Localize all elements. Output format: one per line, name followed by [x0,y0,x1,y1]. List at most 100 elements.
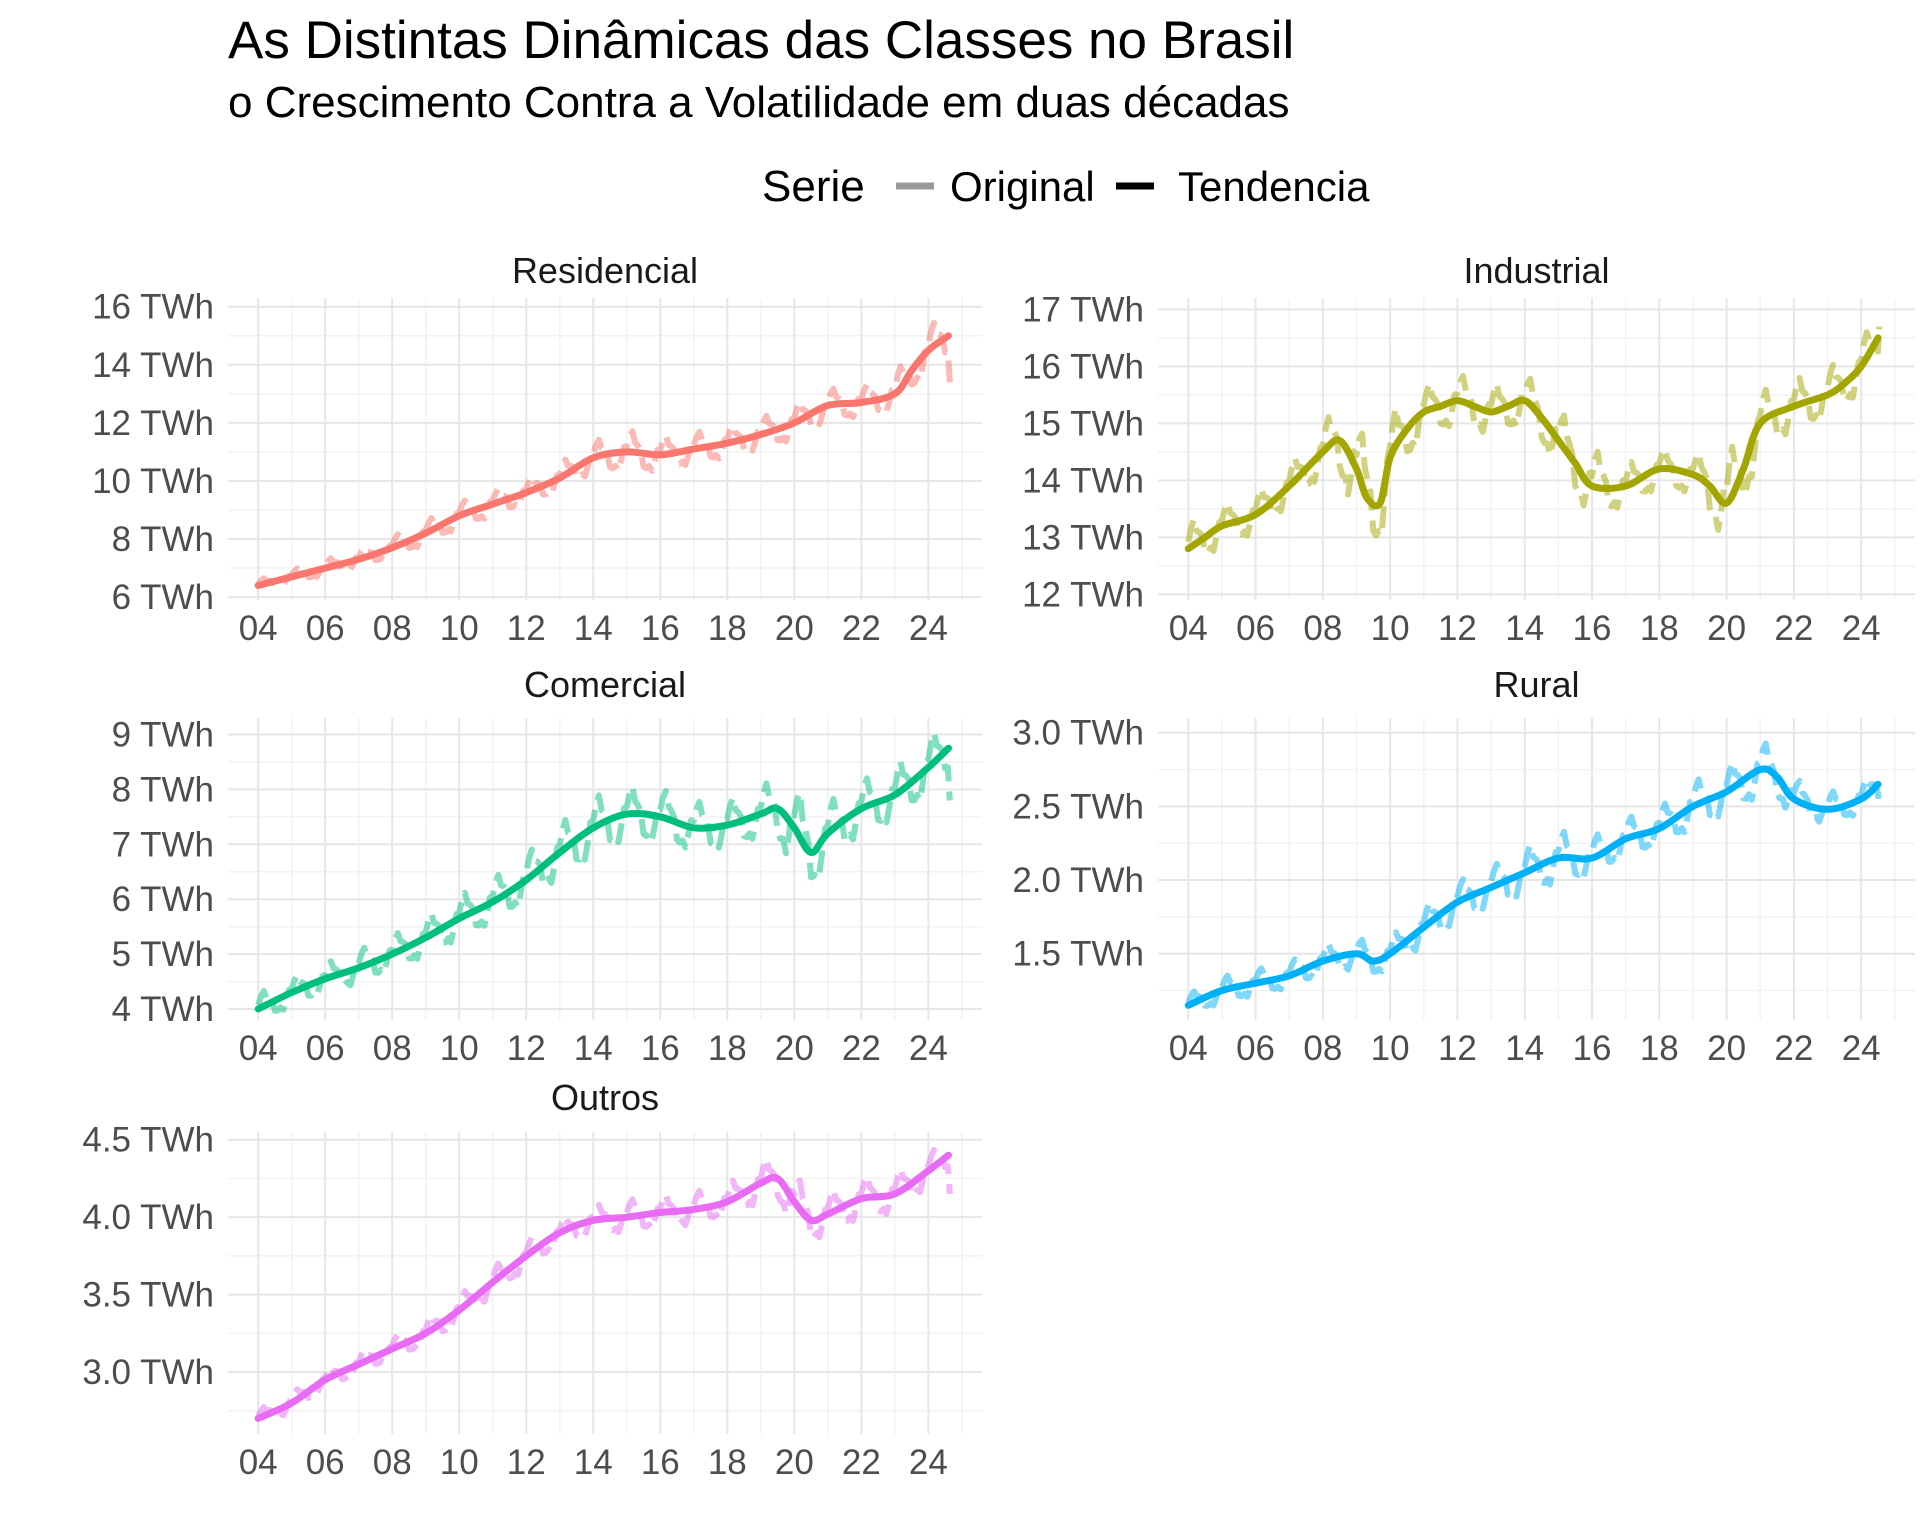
x-tick-label: 04 [239,1443,278,1482]
x-tick-label: 06 [306,1443,345,1482]
y-tick-label: 15 TWh [1022,404,1144,443]
facet-label-residencial: Residencial [512,250,698,291]
series-original-outros [255,1147,953,1420]
x-tick-label: 12 [507,1443,546,1482]
x-tick-label: 12 [1438,609,1477,648]
x-tick-label: 04 [1169,1029,1208,1068]
series-trend-industrial [1184,334,1882,553]
y-tick-label: 16 TWh [92,288,214,327]
x-tick-label: 22 [842,1443,881,1482]
x-tick-label: 14 [574,609,613,648]
legend-title: Serie [762,162,865,211]
x-tick-label: 24 [909,1443,948,1482]
facet-label-industrial: Industrial [1463,250,1609,291]
x-tick-label: 20 [1707,1029,1746,1068]
x-tick-label: 24 [1842,1029,1881,1068]
facet-label-comercial: Comercial [524,664,686,705]
x-tick-label: 18 [708,1443,747,1482]
x-tick-label: 08 [373,1443,412,1482]
x-tick-label: 20 [775,1443,814,1482]
x-tick-label: 04 [239,1029,278,1068]
y-tick-label: 14 TWh [1022,461,1144,500]
grid-outros [228,1132,982,1434]
legend-label-original: Original [950,163,1095,210]
y-tick-label: 7 TWh [112,825,214,864]
series-trend-rural [1184,765,1882,1009]
x-tick-label: 08 [1303,1029,1342,1068]
x-tick-label: 06 [1236,609,1275,648]
x-tick-label: 10 [440,1443,479,1482]
x-tick-label: 04 [239,609,278,648]
y-tick-label: 14 TWh [92,346,214,385]
y-tick-label: 4.0 TWh [82,1198,214,1237]
series-original-industrial [1185,326,1883,556]
x-tick-label: 12 [507,1029,546,1068]
x-tick-label: 06 [1236,1029,1275,1068]
legend: Serie Original Tendencia [762,162,1370,211]
y-tick-label: 2.0 TWh [1012,861,1144,900]
y-tick-label: 1.5 TWh [1012,935,1144,974]
grid-residencial [228,298,982,600]
y-tick-label: 12 TWh [1022,575,1144,614]
panel-outros: Outros 3.0 TWh 3.5 TWh 4.0 TWh 4.5 TWh 04 06 08… [82,1077,982,1482]
panel-comercial: Comercial 4 TWh 5 TWh 6 TWh 7 TWh 8 TWh 9 TWh 0… [112,664,982,1068]
x-tick-label: 18 [1640,609,1679,648]
y-tick-label: 13 TWh [1022,518,1144,557]
series-trend-residencial [254,332,952,589]
x-tick-label: 08 [373,609,412,648]
panel-industrial: Industrial 12 TWh 13 TWh 14 TWh 15 TWh 16 TWh… [1022,250,1915,648]
y-tick-label: 4.5 TWh [82,1121,214,1160]
y-tick-label: 3.5 TWh [82,1276,214,1315]
x-tick-label: 14 [574,1029,613,1068]
panel-rural: Rural 1.5 TWh 2.0 TWh 2.5 TWh 3.0 TWh 04 06 08 1… [1012,664,1915,1068]
x-tick-label: 22 [1774,609,1813,648]
y-tick-label: 10 TWh [92,462,214,501]
x-tick-label: 16 [641,1443,680,1482]
y-tick-label: 5 TWh [112,935,214,974]
series-trend-comercial [254,744,952,1013]
series-trend-outros [254,1151,952,1422]
legend-label-tendencia: Tendencia [1178,163,1370,210]
x-tick-label: 08 [373,1029,412,1068]
x-tick-label: 16 [641,1029,680,1068]
x-tick-label: 22 [1774,1029,1813,1068]
x-tick-label: 04 [1169,609,1208,648]
chart-title: As Distintas Dinâmicas das Classes no Br… [228,11,1295,70]
x-tick-label: 20 [1707,609,1746,648]
y-tick-label: 2.5 TWh [1012,787,1144,826]
facet-label-outros: Outros [551,1077,659,1118]
x-tick-label: 06 [306,609,345,648]
x-tick-label: 16 [1573,1029,1612,1068]
y-tick-label: 9 TWh [112,715,214,754]
x-tick-label: 18 [1640,1029,1679,1068]
x-tick-label: 10 [1371,1029,1410,1068]
y-tick-label: 16 TWh [1022,347,1144,386]
x-tick-label: 14 [1505,609,1544,648]
grid-comercial [228,718,982,1020]
x-tick-label: 24 [909,609,948,648]
x-tick-label: 12 [507,609,546,648]
x-tick-label: 10 [440,1029,479,1068]
chart-subtitle: o Crescimento Contra a Volatilidade em d… [228,78,1290,127]
x-tick-label: 18 [708,1029,747,1068]
x-tick-label: 22 [842,1029,881,1068]
x-tick-label: 24 [1842,609,1881,648]
y-tick-label: 3.0 TWh [82,1353,214,1392]
x-tick-label: 24 [909,1029,948,1068]
grid-rural [1158,718,1915,1020]
x-tick-label: 10 [440,609,479,648]
x-tick-label: 18 [708,609,747,648]
y-tick-label: 12 TWh [92,404,214,443]
facet-label-rural: Rural [1493,664,1579,705]
panel-residencial: Residencial 6 TWh 8 TWh 10 TWh 12 TWh 14 TWh 1… [92,250,982,648]
y-tick-label: 6 TWh [112,880,214,919]
x-tick-label: 20 [775,1029,814,1068]
y-tick-label: 8 TWh [112,520,214,559]
x-tick-label: 14 [574,1443,613,1482]
x-tick-label: 08 [1303,609,1342,648]
x-tick-label: 16 [641,609,680,648]
x-tick-label: 16 [1573,609,1612,648]
x-tick-label: 14 [1505,1029,1544,1068]
x-tick-label: 12 [1438,1029,1477,1068]
